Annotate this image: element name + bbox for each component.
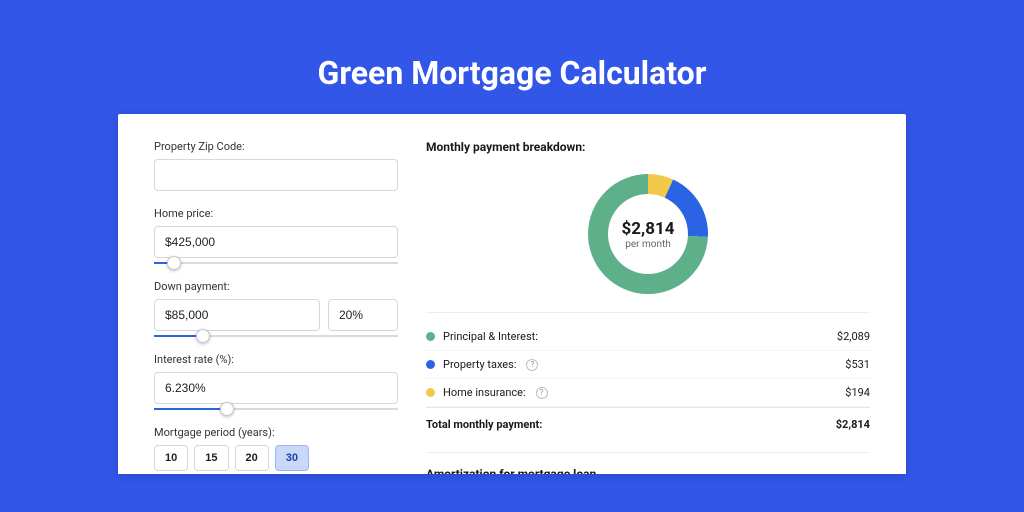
legend-label-2: Home insurance: <box>443 386 526 399</box>
calculator-card: Property Zip Code: Home price: Down paym… <box>118 114 906 474</box>
legend-value-1: $531 <box>845 358 870 371</box>
legend-row-1: Property taxes:? $531 <box>426 351 870 379</box>
breakdown-panel: Monthly payment breakdown: $2,814 per mo… <box>426 140 870 448</box>
legend-swatch-0 <box>426 332 435 341</box>
interest-rate-slider-thumb[interactable] <box>220 402 234 416</box>
legend-row-2: Home insurance:? $194 <box>426 379 870 407</box>
page-title: Green Mortgage Calculator <box>318 54 707 92</box>
zip-label: Property Zip Code: <box>154 140 398 153</box>
total-row: Total monthly payment: $2,814 <box>426 407 870 438</box>
zip-input[interactable] <box>154 159 398 191</box>
period-segmented: 1015 2030 <box>154 445 398 471</box>
total-label: Total monthly payment: <box>426 418 542 431</box>
legend-swatch-1 <box>426 360 435 369</box>
legend-label-1: Property taxes: <box>443 358 516 371</box>
legend-value-0: $2,089 <box>837 330 870 343</box>
period-option-15[interactable]: 15 <box>194 445 228 471</box>
home-price-slider-thumb[interactable] <box>167 256 181 270</box>
info-icon[interactable]: ? <box>526 359 538 371</box>
amortization-heading: Amortization for mortgage loan <box>426 467 870 474</box>
period-option-20[interactable]: 20 <box>235 445 269 471</box>
donut-center-sub: per month <box>625 239 671 250</box>
legend-label-0: Principal & Interest: <box>443 330 538 343</box>
donut-center-value: $2,814 <box>622 219 675 239</box>
down-payment-pct-input[interactable] <box>328 299 398 331</box>
info-icon[interactable]: ? <box>536 387 548 399</box>
down-payment-slider[interactable] <box>154 335 398 337</box>
interest-rate-slider-fill <box>154 408 227 410</box>
home-price-slider[interactable] <box>154 262 398 264</box>
interest-rate-label: Interest rate (%): <box>154 353 398 366</box>
form-panel: Property Zip Code: Home price: Down paym… <box>154 140 398 448</box>
down-payment-label: Down payment: <box>154 280 398 293</box>
legend-value-2: $194 <box>845 386 870 399</box>
legend-row-0: Principal & Interest: $2,089 <box>426 323 870 351</box>
period-option-30[interactable]: 30 <box>275 445 309 471</box>
legend-swatch-2 <box>426 388 435 397</box>
down-payment-slider-thumb[interactable] <box>196 329 210 343</box>
breakdown-heading: Monthly payment breakdown: <box>426 140 870 154</box>
down-payment-input[interactable] <box>154 299 320 331</box>
home-price-label: Home price: <box>154 207 398 220</box>
donut-chart: $2,814 per month <box>584 170 712 298</box>
total-value: $2,814 <box>836 418 870 431</box>
interest-rate-slider[interactable] <box>154 408 398 410</box>
period-label: Mortgage period (years): <box>154 426 398 439</box>
amortization-section: Amortization for mortgage loan Amortizat… <box>426 452 870 474</box>
interest-rate-input[interactable] <box>154 372 398 404</box>
legend: Principal & Interest: $2,089 Property taxe… <box>426 312 870 407</box>
period-option-10[interactable]: 10 <box>154 445 188 471</box>
home-price-input[interactable] <box>154 226 398 258</box>
donut-center: $2,814 per month <box>584 170 712 298</box>
